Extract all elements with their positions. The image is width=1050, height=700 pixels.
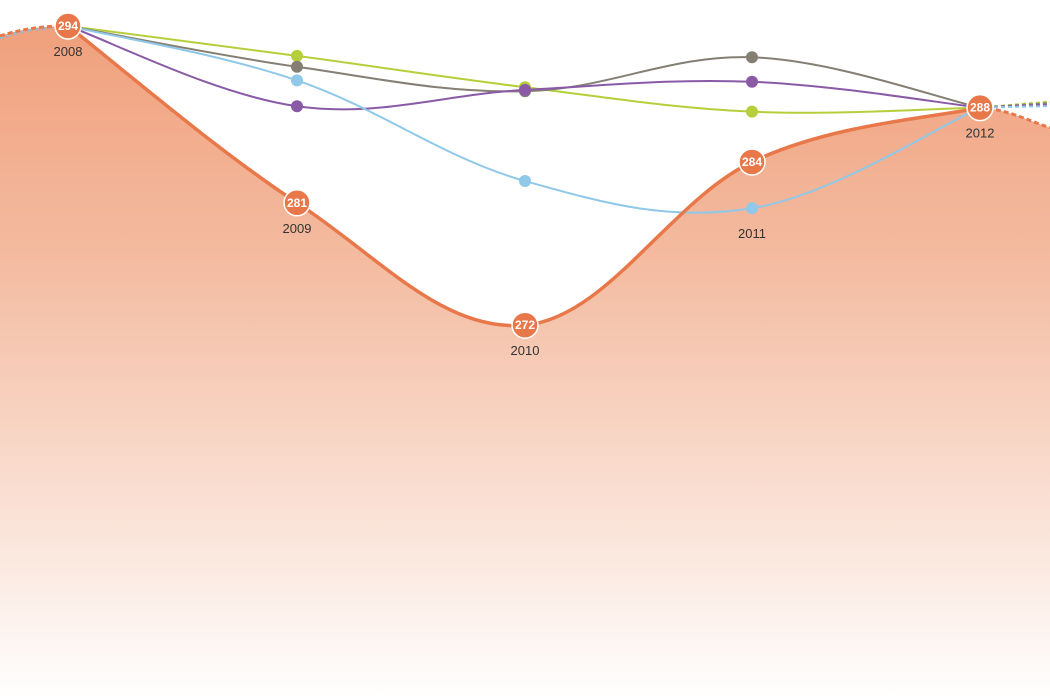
value-label-2009: 281 [287, 196, 307, 210]
series-1-point-2009[interactable] [291, 49, 303, 62]
main-series-layer [0, 12, 1050, 339]
series-1-line [67, 25, 981, 114]
series-3-point-2011[interactable] [746, 75, 758, 88]
series-4-right-extension [979, 105, 1050, 109]
series-2-point-2011[interactable] [746, 51, 758, 64]
main-series-point-2011[interactable] [738, 148, 766, 176]
value-label-2011: 284 [742, 155, 762, 169]
x-tick-label-2012: 2012 [966, 126, 995, 141]
main-series-left-extension [0, 24, 69, 38]
label-layer: 294 281 272 284 288 2008 2009 2010 2011 2012 [54, 19, 995, 358]
area-layer [0, 26, 1050, 700]
series-2-point-2009[interactable] [291, 60, 303, 73]
series-4-point-2011[interactable] [746, 202, 758, 215]
series-1-point-2011[interactable] [746, 105, 758, 118]
series-layer [0, 25, 1050, 215]
main-series-point-2009[interactable] [283, 189, 311, 217]
x-tick-label-2011: 2011 [738, 226, 766, 241]
value-label-2010: 272 [515, 318, 535, 332]
series-3-point-2010[interactable] [519, 83, 531, 96]
main-series-point-2012[interactable] [966, 93, 994, 122]
value-label-2008: 294 [58, 19, 78, 33]
x-tick-label-2008: 2008 [54, 44, 83, 59]
series-4-point-2010[interactable] [519, 175, 531, 188]
x-tick-label-2009: 2009 [283, 221, 312, 236]
series-4-point-2009[interactable] [291, 74, 303, 87]
series-3-point-2009[interactable] [291, 100, 303, 113]
main-series-point-2008[interactable] [54, 12, 82, 40]
x-tick-label-2010: 2010 [511, 343, 540, 358]
main-series-point-2010[interactable] [511, 311, 539, 339]
main-series-area [0, 26, 1050, 700]
value-label-2012: 288 [970, 101, 990, 115]
